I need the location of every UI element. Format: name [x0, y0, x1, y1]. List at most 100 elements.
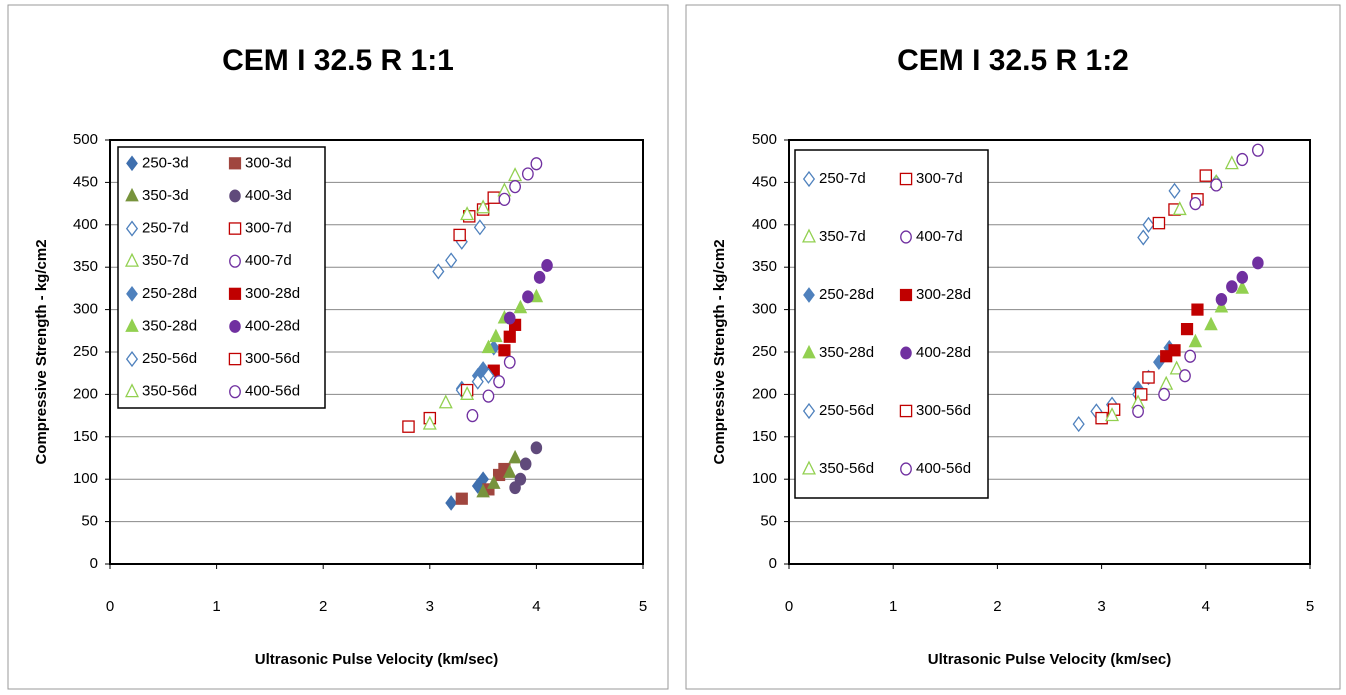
- y-tick-label: 500: [73, 131, 98, 148]
- y-tick-label: 200: [752, 385, 777, 402]
- data-point: [1252, 256, 1264, 270]
- y-tick-label: 500: [752, 131, 777, 148]
- data-point: [1180, 323, 1194, 336]
- legend-label: 350-56d: [142, 383, 197, 400]
- data-point: [503, 355, 516, 369]
- data-point: [533, 270, 546, 284]
- y-tick-label: 100: [73, 470, 98, 487]
- legend-label: 250-28d: [819, 286, 874, 303]
- data-point: [476, 483, 490, 498]
- x-tick-label: 1: [212, 598, 220, 615]
- data-point: [489, 328, 503, 343]
- y-tick-label: 150: [752, 428, 777, 445]
- x-tick-label: 4: [532, 598, 540, 615]
- legend-marker: [126, 285, 138, 302]
- y-tick-label: 50: [81, 513, 98, 530]
- y-tick-label: 400: [752, 216, 777, 233]
- data-point: [482, 367, 495, 384]
- data-point: [453, 228, 466, 242]
- x-tick-label: 3: [426, 598, 434, 615]
- legend-marker: [125, 350, 139, 368]
- data-point: [445, 495, 457, 511]
- y-tick-label: 250: [752, 343, 777, 360]
- y-tick-label: 300: [73, 301, 98, 318]
- legend-label: 400-28d: [916, 344, 971, 361]
- data-point: [1235, 280, 1250, 294]
- chart-title: CEM I 32.5 R 1:1: [222, 44, 454, 77]
- legend-marker: [899, 288, 913, 302]
- data-point: [502, 464, 517, 478]
- legend-marker: [229, 189, 241, 203]
- legend-label: 300-56d: [245, 350, 300, 367]
- data-point: [1179, 369, 1191, 383]
- data-point: [471, 373, 484, 390]
- legend-box: [794, 149, 989, 499]
- legend-label: 400-7d: [916, 228, 963, 245]
- legend-marker: [229, 385, 241, 399]
- data-point: [1224, 155, 1239, 170]
- data-point: [1142, 371, 1155, 384]
- data-point: [509, 180, 521, 194]
- legend-marker: [802, 344, 816, 359]
- legend-marker: [229, 254, 241, 268]
- data-point: [498, 344, 511, 357]
- x-axis-title: Ultrasonic Pulse Velocity (km/sec): [928, 651, 1171, 668]
- legend-marker: [802, 402, 816, 420]
- legend-marker: [900, 230, 912, 244]
- data-point: [473, 219, 486, 236]
- y-tick-label: 400: [73, 216, 98, 233]
- y-tick-label: 200: [73, 385, 98, 402]
- legend-marker: [802, 170, 816, 188]
- legend-label: 250-56d: [142, 350, 197, 367]
- legend-label: 250-3d: [142, 154, 189, 171]
- data-point: [521, 167, 534, 181]
- legend-label: 400-56d: [245, 383, 300, 400]
- legend-marker: [801, 228, 817, 243]
- data-point: [503, 330, 516, 343]
- plot-area: [109, 139, 644, 565]
- legend-label: 300-3d: [245, 154, 292, 171]
- legend-label: 400-7d: [245, 252, 292, 269]
- y-tick-label: 350: [73, 258, 98, 275]
- data-point: [1210, 178, 1223, 192]
- x-tick-label: 3: [1097, 598, 1105, 615]
- data-point: [519, 457, 532, 471]
- data-point: [487, 191, 501, 204]
- y-tick-label: 0: [90, 555, 98, 572]
- data-point: [1214, 298, 1229, 313]
- legend-label: 300-7d: [916, 170, 963, 187]
- data-point: [504, 311, 516, 325]
- legend-marker: [124, 383, 140, 398]
- data-point: [541, 259, 553, 272]
- data-point: [513, 299, 528, 314]
- legend-marker: [900, 346, 912, 360]
- legend-label: 350-28d: [819, 344, 874, 361]
- data-point: [487, 475, 501, 489]
- data-point: [1172, 201, 1187, 216]
- data-point: [1169, 360, 1184, 375]
- data-point: [498, 192, 511, 206]
- data-point: [493, 375, 505, 389]
- x-tick-label: 5: [1306, 598, 1314, 615]
- data-point: [1204, 316, 1218, 331]
- legend-marker: [801, 460, 817, 475]
- data-point: [1158, 387, 1171, 401]
- data-point: [482, 389, 495, 403]
- y-tick-label: 0: [769, 555, 777, 572]
- x-tick-label: 4: [1202, 598, 1210, 615]
- y-tick-label: 450: [752, 173, 777, 190]
- x-tick-label: 1: [889, 598, 897, 615]
- legend-label: 350-56d: [819, 460, 874, 477]
- y-tick-label: 250: [73, 343, 98, 360]
- data-point: [422, 415, 437, 430]
- data-point: [1095, 411, 1108, 425]
- legend-label: 350-7d: [819, 228, 866, 245]
- data-point: [1137, 229, 1150, 246]
- legend-marker: [229, 319, 241, 333]
- x-axis-title: Ultrasonic Pulse Velocity (km/sec): [255, 651, 498, 668]
- data-point: [1168, 182, 1181, 199]
- legend-label: 250-28d: [142, 285, 197, 302]
- legend-marker: [228, 287, 242, 300]
- data-point: [1142, 216, 1155, 233]
